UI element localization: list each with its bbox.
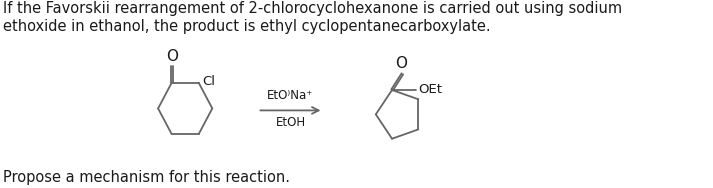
Text: EtO⁾Na⁺: EtO⁾Na⁺ (267, 89, 314, 102)
Text: ethoxide in ethanol, the product is ethyl cyclopentanecarboxylate.: ethoxide in ethanol, the product is ethy… (3, 19, 491, 34)
Text: EtOH: EtOH (275, 116, 305, 129)
Text: OEt: OEt (419, 83, 442, 96)
Text: If the Favorskii rearrangement of 2-chlorocyclohexanone is carried out using sod: If the Favorskii rearrangement of 2-chlo… (3, 1, 622, 16)
Text: O: O (165, 49, 178, 64)
Text: O: O (396, 56, 408, 71)
Text: Cl: Cl (202, 75, 215, 88)
Text: Propose a mechanism for this reaction.: Propose a mechanism for this reaction. (3, 170, 289, 185)
